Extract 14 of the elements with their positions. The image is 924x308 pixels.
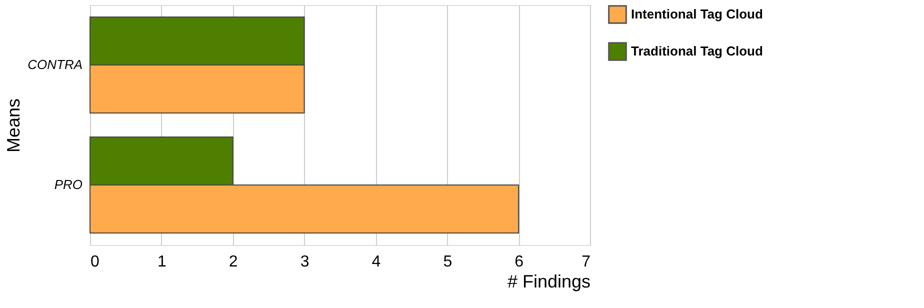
y-tick-label: PRO — [54, 177, 82, 192]
x-tick-label: 0 — [90, 254, 100, 270]
x-tick-label: 5 — [443, 254, 452, 270]
x-tick-label: 1 — [157, 254, 166, 270]
legend-label: Traditional Tag Cloud — [631, 44, 763, 58]
x-tick-label: 6 — [514, 254, 524, 270]
y-tick-label: CONTRA — [28, 57, 82, 72]
x-axis-title: # Findings — [507, 272, 590, 292]
x-tick-label: 7 — [582, 254, 591, 270]
legend-label: Intentional Tag Cloud — [631, 6, 763, 22]
x-tick-label: 3 — [300, 254, 310, 270]
x-tick-label: 2 — [228, 254, 238, 270]
y-axis-title: Means — [4, 98, 24, 153]
x-tick-label: 4 — [372, 254, 381, 270]
